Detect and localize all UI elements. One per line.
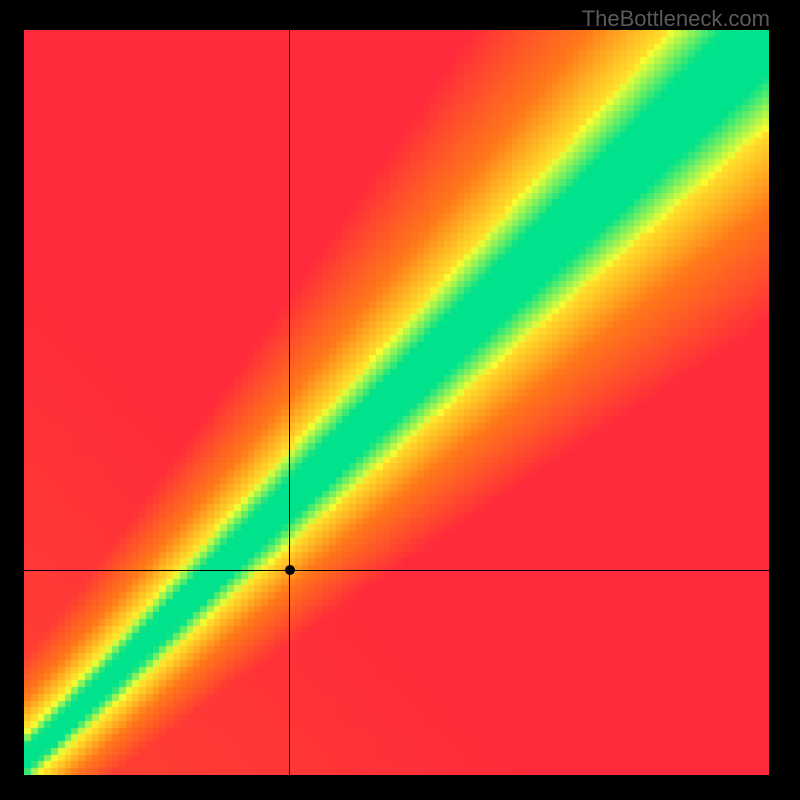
crosshair-horizontal (24, 570, 769, 571)
watermark-text: TheBottleneck.com (582, 6, 770, 32)
crosshair-vertical (289, 30, 290, 775)
plot-area (24, 30, 769, 775)
heatmap-canvas (24, 30, 769, 775)
chart-container: TheBottleneck.com (0, 0, 800, 800)
